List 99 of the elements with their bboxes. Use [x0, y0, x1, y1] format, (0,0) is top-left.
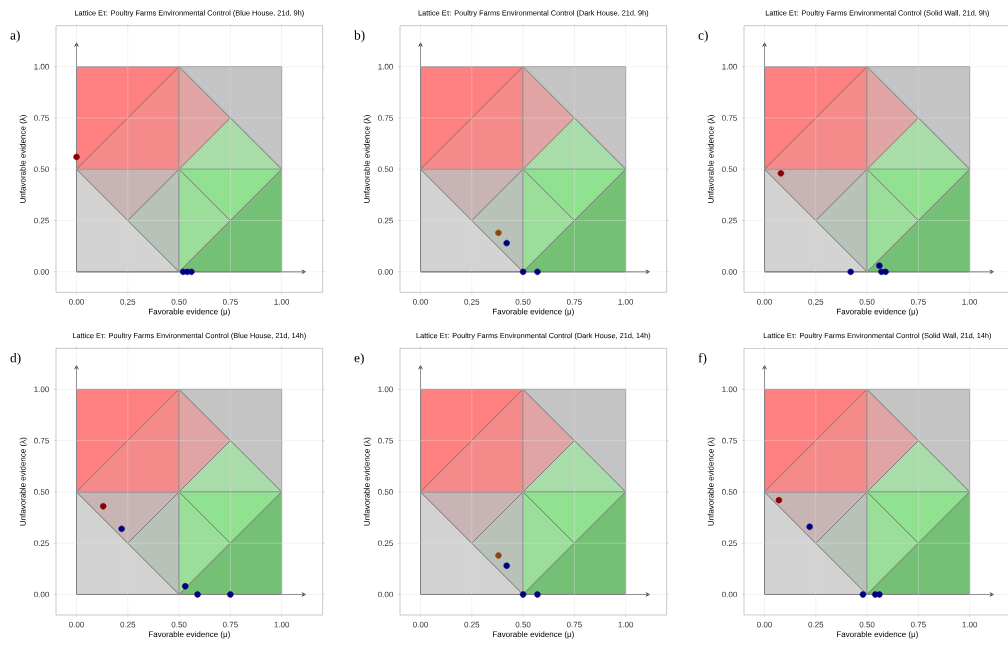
y-tick-label: 1.00 [378, 386, 393, 393]
y-tick-label: 1.00 [34, 386, 49, 393]
y-tick-label: 0.00 [722, 268, 737, 275]
x-axis-title: Favorable evidence (μ) [492, 631, 574, 639]
point [503, 562, 510, 569]
point [503, 239, 510, 247]
point [519, 268, 527, 276]
text: b) [354, 30, 365, 43]
y-tick-label: 0.75 [722, 437, 737, 444]
x-tick-label: 1.00 [618, 299, 634, 305]
x-tick-label: 0.75 [566, 621, 582, 628]
y-tick-label: 1.00 [722, 386, 737, 393]
y-tick-label: 0.75 [378, 437, 393, 444]
y-tick-label: 0.00 [722, 591, 737, 598]
point [495, 229, 502, 237]
point [876, 262, 883, 269]
y-tick-label: 0.25 [378, 540, 393, 547]
y-axis-title: Unfavorable evidence (λ) [707, 437, 716, 526]
y-tick-label: 0.00 [34, 268, 49, 275]
text: f) [698, 352, 707, 366]
x-tick-label: 1.00 [962, 621, 978, 628]
point [847, 268, 854, 276]
x-tick-label: 0.00 [413, 299, 428, 305]
x-tick-label: 0.75 [566, 299, 582, 305]
y-tick-label: 0.50 [722, 489, 737, 495]
y-tick-label: 0.00 [378, 268, 393, 275]
point [775, 496, 783, 504]
x-tick-label: 1.00 [274, 621, 290, 628]
x-axis-title: Favorable evidence (μ) [492, 308, 574, 316]
x-tick-label: 0.50 [171, 299, 187, 305]
y-tick-label: 0.75 [722, 115, 737, 121]
y-tick-label: 0.25 [34, 540, 49, 547]
point [118, 525, 125, 533]
point [859, 591, 867, 598]
x-tick-label: 0.00 [757, 299, 772, 305]
y-tick-label: 0.25 [34, 217, 49, 224]
y-tick-label: 0.25 [722, 540, 737, 547]
y-tick-label: 0.50 [34, 489, 49, 495]
y-tick-label: 0.00 [34, 591, 49, 598]
x-tick-label: 0.00 [757, 621, 772, 628]
x-axis-title: Favorable evidence (μ) [837, 308, 918, 316]
y-tick-label: 0.75 [34, 437, 49, 444]
point [182, 583, 189, 590]
y-tick-label: 0.00 [378, 591, 393, 598]
x-axis-title: Favorable evidence (μ) [837, 631, 918, 639]
point [534, 268, 541, 276]
point [519, 591, 527, 598]
x-tick-label: 0.75 [222, 621, 238, 628]
x-tick-label: 0.00 [69, 299, 84, 305]
x-tick-label: 0.50 [515, 299, 531, 305]
x-tick-label: 1.00 [962, 299, 978, 305]
text: c) [698, 30, 708, 43]
text: a) [10, 30, 20, 43]
point [777, 170, 785, 177]
point [99, 503, 107, 510]
y-tick-label: 0.25 [378, 217, 393, 224]
x-tick-label: 0.25 [464, 621, 480, 628]
x-tick-label: 1.00 [274, 299, 290, 305]
x-tick-label: 0.50 [859, 621, 875, 628]
x-tick-label: 0.75 [910, 621, 926, 628]
y-tick-label: 1.00 [722, 63, 737, 70]
x-tick-label: 0.75 [222, 299, 238, 305]
x-tick-label: 0.25 [464, 299, 480, 305]
x-tick-label: 0.25 [120, 299, 136, 305]
point [495, 552, 502, 559]
y-tick-label: 0.50 [378, 489, 393, 495]
y-tick-label: 1.00 [34, 63, 49, 70]
point [227, 591, 234, 598]
x-tick-label: 1.00 [618, 621, 634, 628]
y-axis-title: Unfavorable evidence (λ) [363, 115, 372, 203]
point [876, 591, 883, 598]
y-axis-title: Unfavorable evidence (λ) [19, 115, 28, 203]
point [806, 523, 813, 530]
x-tick-label: 0.25 [808, 621, 824, 628]
x-tick-label: 0.50 [859, 299, 875, 305]
y-tick-label: 0.50 [722, 166, 737, 173]
y-axis-title: Unfavorable evidence (λ) [363, 437, 372, 526]
x-tick-label: 0.50 [515, 621, 531, 628]
point [194, 591, 201, 598]
text: e) [354, 352, 364, 366]
y-tick-label: 0.25 [722, 217, 737, 224]
x-tick-label: 0.25 [808, 299, 824, 305]
x-tick-label: 0.50 [171, 621, 187, 628]
y-tick-label: 0.50 [378, 166, 393, 173]
y-tick-label: 0.75 [34, 115, 49, 121]
text: d) [10, 352, 21, 366]
x-tick-label: 0.00 [413, 621, 428, 628]
x-axis-title: Favorable evidence (μ) [148, 631, 230, 639]
y-tick-label: 0.50 [34, 166, 49, 173]
y-tick-label: 1.00 [378, 63, 393, 70]
x-tick-label: 0.75 [910, 299, 926, 305]
y-axis-title: Unfavorable evidence (λ) [707, 115, 716, 203]
point [534, 591, 541, 598]
x-axis-title: Favorable evidence (μ) [148, 308, 230, 316]
x-tick-label: 0.25 [120, 621, 136, 628]
y-axis-title: Unfavorable evidence (λ) [19, 437, 28, 526]
y-tick-label: 0.75 [378, 115, 393, 121]
x-tick-label: 0.00 [69, 621, 84, 628]
point [882, 268, 889, 276]
